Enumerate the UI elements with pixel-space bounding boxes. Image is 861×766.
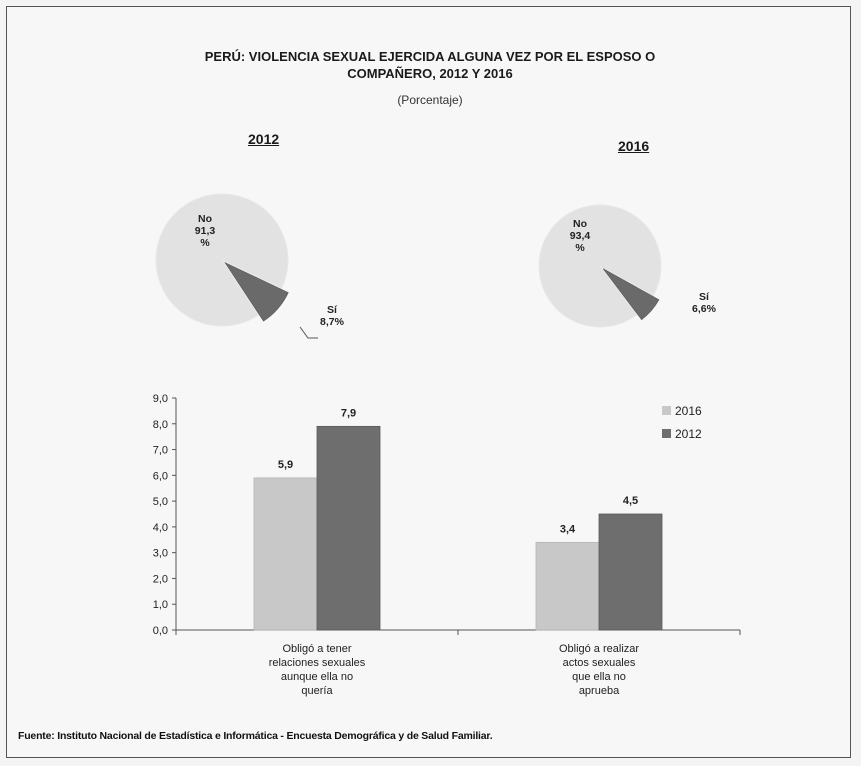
bar-value-label-2012-cat-1: 7,9	[341, 407, 356, 419]
y-tick-label: 0,0	[153, 625, 168, 637]
legend-label-2016: 2016	[675, 404, 702, 418]
bar-2012-cat-1	[316, 425, 381, 631]
pie-2016-slice-no	[538, 204, 662, 328]
bar-value-label-2016-cat-1: 5,9	[278, 459, 293, 471]
x-category-label-2: Obligó a realizar actos sexuales que ella …	[559, 643, 639, 697]
chart-title: PERÚ: VIOLENCIA SEXUAL EJERCIDA ALGUNA V…	[150, 48, 710, 82]
bar-2012-cat-2	[598, 513, 663, 631]
legend-swatch-2012	[662, 429, 671, 438]
pie-title-2012: 2012	[248, 131, 280, 147]
y-tick-label: 4,0	[153, 522, 168, 534]
pie-2016-label-no: No 93,4%	[570, 218, 591, 254]
pie-2016-label-si: Sí 6,6%	[692, 291, 717, 315]
pie-2012-label-no: No 91,3%	[195, 213, 216, 249]
y-tick-label: 8,0	[153, 419, 168, 431]
legend-swatch-2016	[662, 406, 671, 415]
y-tick-label: 5,0	[153, 496, 168, 508]
chart-title-line-1: PERÚ: VIOLENCIA SEXUAL EJERCIDA ALGUNA V…	[204, 49, 656, 64]
y-tick-label: 1,0	[153, 599, 168, 611]
y-tick-label: 2,0	[153, 573, 168, 585]
bar-2016-cat-1	[253, 477, 318, 631]
bar-value-label-2016-cat-2: 3,4	[560, 523, 576, 535]
chart-title-line-2: COMPAÑERO, 2012 Y 2016	[347, 66, 513, 81]
y-tick-label: 3,0	[153, 548, 168, 560]
pie-2012-slice-no	[155, 193, 289, 327]
pie-title-2016: 2016	[618, 138, 650, 154]
pie-2016-slice-si	[602, 268, 660, 321]
pie-2012-slice-si	[224, 261, 289, 322]
bar-value-label-2012-cat-2: 4,5	[623, 495, 638, 507]
x-category-label-1: Obligó a tener relaciones sexuales aunque …	[269, 643, 366, 697]
y-tick-label: 7,0	[153, 445, 168, 457]
pie-2012-label-si: Sí 8,7%	[320, 304, 345, 328]
y-tick-label: 9,0	[153, 393, 168, 405]
pie-2012-leader-line	[299, 326, 318, 339]
chart-subtitle: (Porcentaje)	[397, 93, 463, 107]
y-tick-label: 6,0	[153, 470, 168, 482]
chart-frame	[6, 6, 851, 758]
legend-label-2012: 2012	[675, 427, 702, 441]
source-note: Fuente: Instituto Nacional de Estadístic…	[18, 730, 493, 742]
bar-2016-cat-2	[535, 541, 600, 631]
